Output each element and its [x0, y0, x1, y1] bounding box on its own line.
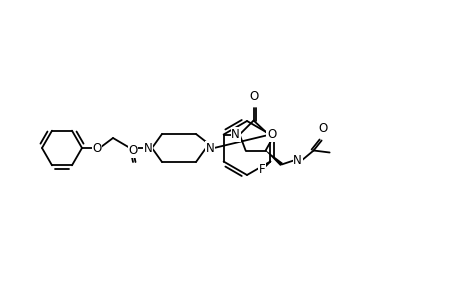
Text: O: O — [92, 142, 101, 154]
Text: O: O — [128, 144, 137, 157]
Text: N: N — [292, 154, 302, 167]
Text: N: N — [143, 142, 152, 154]
Text: O: O — [317, 122, 326, 134]
Polygon shape — [265, 150, 282, 166]
Text: N: N — [205, 142, 214, 154]
Text: O: O — [266, 128, 276, 141]
Text: O: O — [248, 89, 257, 103]
Text: N: N — [231, 128, 240, 141]
Text: F: F — [258, 163, 265, 176]
